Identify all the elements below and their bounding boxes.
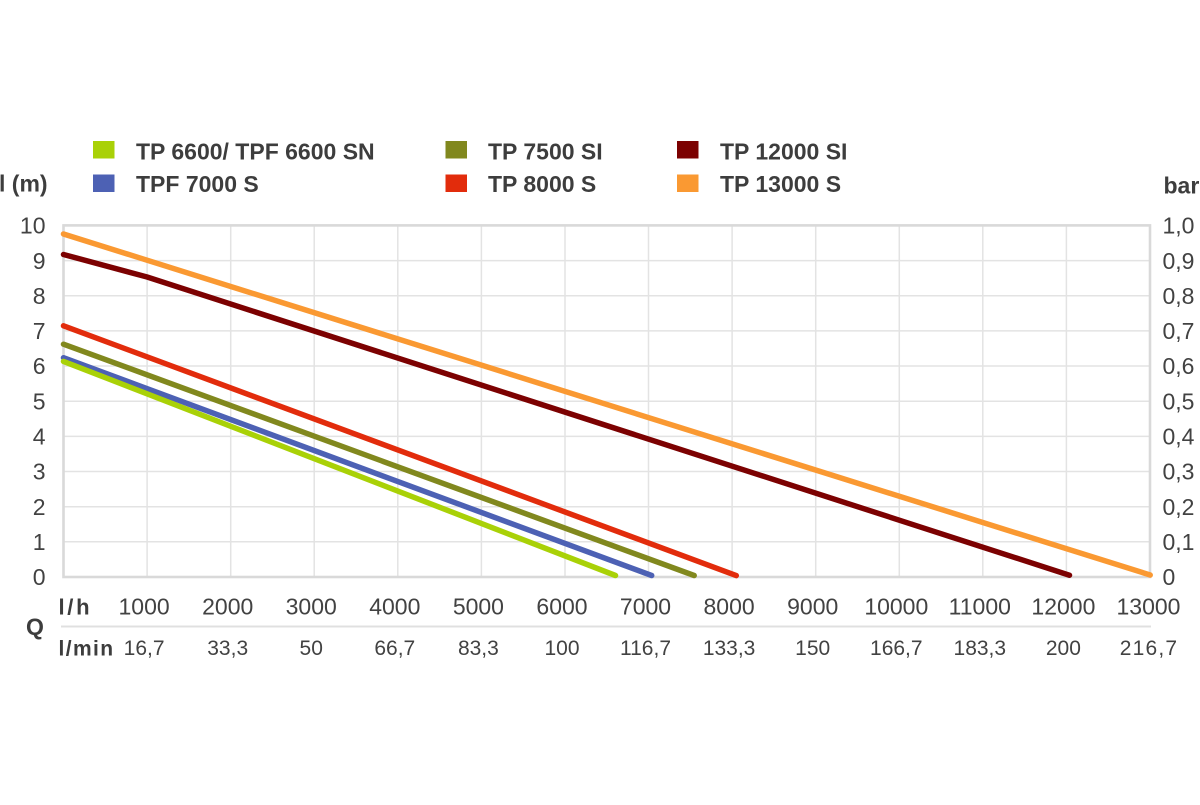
svg-text:100: 100 [544,637,579,660]
svg-text:216,7: 216,7 [1120,637,1179,660]
svg-text:Q: Q [26,614,44,640]
svg-text:0,9: 0,9 [1163,248,1195,274]
svg-text:10000: 10000 [864,594,928,620]
svg-text:TP 12000 SI: TP 12000 SI [720,138,847,164]
svg-text:13000: 13000 [1117,594,1181,620]
svg-text:1,0: 1,0 [1163,213,1195,239]
svg-text:TP 8000 S: TP 8000 S [488,171,596,197]
svg-text:0: 0 [33,564,46,590]
svg-text:TP 6600/ TPF 6600 SN: TP 6600/ TPF 6600 SN [136,138,375,164]
svg-text:0,8: 0,8 [1163,283,1195,309]
svg-text:66,7: 66,7 [374,637,415,660]
svg-text:10: 10 [20,213,46,239]
svg-text:0,2: 0,2 [1163,494,1195,520]
svg-text:3: 3 [33,459,46,485]
svg-text:11000: 11000 [949,594,1011,620]
svg-text:TP 7500 SI: TP 7500 SI [488,138,603,164]
svg-text:166,7: 166,7 [870,637,923,660]
svg-text:8: 8 [33,283,46,309]
svg-text:200: 200 [1046,637,1081,660]
svg-text:TPF 7000 S: TPF 7000 S [136,171,259,197]
svg-text:2000: 2000 [202,594,253,620]
svg-text:l/min: l/min [59,638,115,661]
svg-text:33,3: 33,3 [207,637,248,660]
svg-text:1: 1 [33,529,46,555]
svg-text:3000: 3000 [286,594,337,620]
svg-text:7: 7 [33,318,46,344]
svg-text:l/h: l/h [59,595,93,620]
svg-text:0,1: 0,1 [1163,529,1195,555]
svg-text:183,3: 183,3 [954,637,1007,660]
svg-text:5: 5 [33,388,46,414]
svg-text:12000: 12000 [1031,594,1095,620]
svg-text:0,3: 0,3 [1163,459,1195,485]
svg-text:133,3: 133,3 [703,637,756,660]
svg-text:4000: 4000 [369,594,420,620]
svg-text:0: 0 [1163,564,1176,590]
svg-text:4: 4 [33,424,46,450]
svg-text:16,7: 16,7 [124,637,165,660]
svg-text:0,5: 0,5 [1163,388,1195,414]
svg-text:50: 50 [300,637,323,660]
svg-text:TP 13000 S: TP 13000 S [720,171,841,197]
svg-text:0,6: 0,6 [1163,353,1195,379]
svg-text:5000: 5000 [453,594,504,620]
svg-text:bar: bar [1164,173,1200,199]
svg-text:0,4: 0,4 [1163,424,1195,450]
svg-text:2: 2 [33,494,46,520]
svg-text:150: 150 [795,637,830,660]
svg-text:83,3: 83,3 [458,637,499,660]
svg-text:1000: 1000 [119,594,170,620]
svg-text:6000: 6000 [536,594,587,620]
svg-text:7000: 7000 [620,594,671,620]
svg-text:9: 9 [33,248,46,274]
svg-text:0,7: 0,7 [1163,318,1195,344]
svg-text:8000: 8000 [704,594,755,620]
svg-text:9000: 9000 [787,594,838,620]
svg-text:l (m): l (m) [0,171,48,197]
svg-text:116,7: 116,7 [620,637,671,660]
svg-text:6: 6 [33,353,46,379]
